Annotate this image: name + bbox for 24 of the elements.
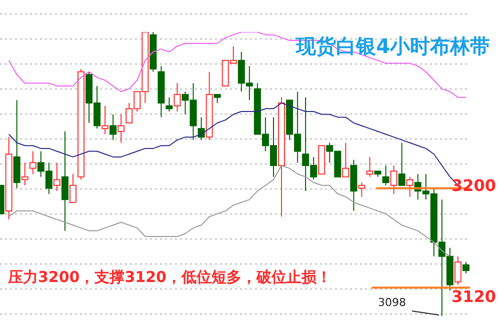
candlestick xyxy=(166,96,173,112)
candlestick xyxy=(61,130,68,232)
candlestick xyxy=(174,82,181,112)
candlestick xyxy=(454,256,462,286)
candlestick xyxy=(21,162,28,186)
candlestick xyxy=(390,164,398,194)
candlestick xyxy=(69,174,76,203)
candlestick xyxy=(110,114,117,140)
candlestick xyxy=(29,150,36,174)
candlestick xyxy=(462,262,470,274)
chart-title: 现货白银4小时布林带 xyxy=(296,33,490,60)
candlestick xyxy=(406,176,414,198)
annotation: 3200 xyxy=(451,176,496,195)
annotation: 3120 xyxy=(451,287,496,306)
candlestick xyxy=(398,142,406,186)
candlestick xyxy=(358,182,366,198)
candlestick xyxy=(382,164,390,186)
candlestick xyxy=(102,105,109,135)
annotation: 压力3200，支撑3120，低位短多，破位止损！ xyxy=(8,268,332,287)
candlestick xyxy=(118,114,125,144)
annotation: 3098 xyxy=(378,296,406,309)
candlestick xyxy=(342,142,350,178)
candlestick xyxy=(366,156,374,178)
candlestick xyxy=(53,162,60,192)
